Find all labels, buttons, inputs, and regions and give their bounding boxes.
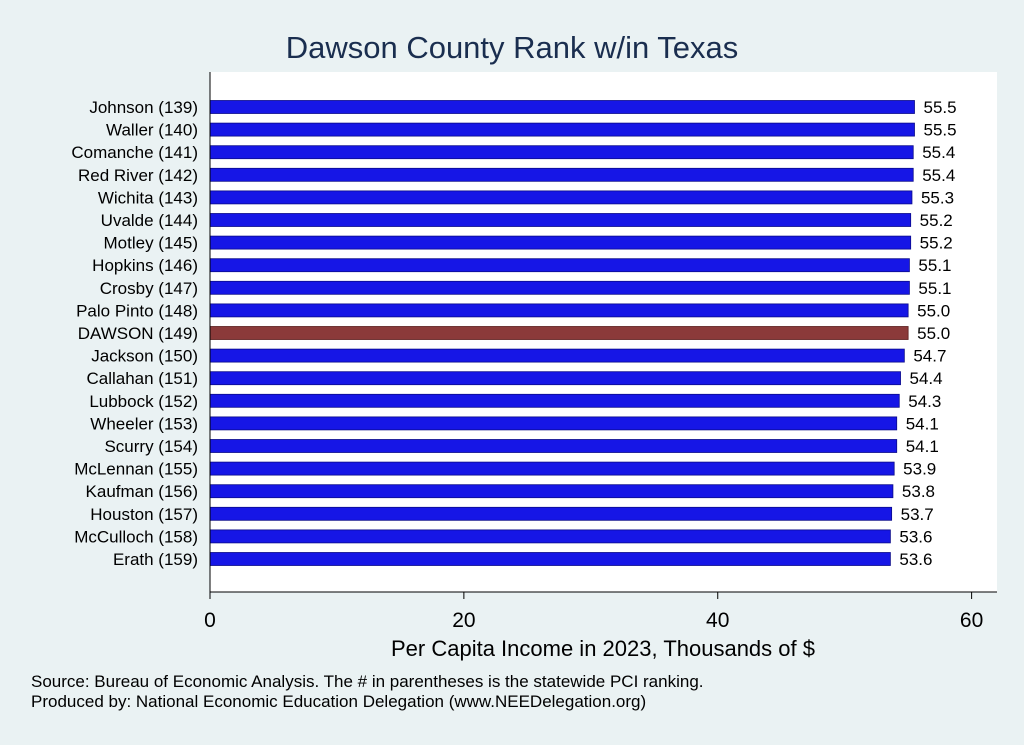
category-label-1: Waller (140): [106, 121, 198, 140]
bar-5: [209, 213, 912, 227]
bar-chart: Dawson County Rank w/in Texas Johnson (1…: [71, 30, 997, 661]
category-label-18: Houston (157): [90, 505, 198, 524]
value-label-13: 54.3: [908, 392, 941, 411]
bar-8: [209, 280, 910, 295]
value-label-19: 53.6: [899, 527, 932, 546]
category-label-17: Kaufman (156): [86, 482, 198, 501]
category-label-19: McCulloch (158): [74, 527, 198, 546]
value-label-0: 55.5: [923, 98, 956, 117]
bar-7: [209, 258, 910, 273]
value-label-3: 55.4: [922, 166, 955, 185]
bar-3: [209, 167, 914, 182]
category-label-0: Johnson (139): [89, 98, 198, 117]
x-tick-label-2: 40: [706, 609, 729, 632]
bar-4: [209, 190, 913, 205]
bar-14: [209, 416, 898, 431]
category-label-11: Jackson (150): [91, 347, 198, 366]
value-label-9: 55.0: [917, 301, 950, 320]
value-label-16: 53.9: [903, 460, 936, 479]
x-axis-label: Per Capita Income in 2023, Thousands of …: [391, 636, 815, 661]
category-label-7: Hopkins (146): [92, 256, 198, 275]
bar-13: [209, 393, 900, 408]
value-label-2: 55.4: [922, 143, 955, 162]
value-label-18: 53.7: [901, 505, 934, 524]
bar-1: [209, 122, 915, 137]
bar-2: [209, 145, 914, 160]
x-tick-label-0: 0: [204, 609, 216, 632]
bar-0: [209, 100, 915, 114]
value-label-14: 54.1: [906, 414, 939, 433]
bar-16: [209, 461, 895, 476]
bar-10: [209, 326, 909, 340]
bar-15: [209, 439, 898, 453]
chart-notes: Source: Bureau of Economic Analysis. The…: [31, 672, 704, 712]
category-label-15: Scurry (154): [104, 437, 198, 456]
value-label-20: 53.6: [899, 550, 932, 569]
category-label-9: Palo Pinto (148): [76, 301, 198, 320]
category-label-3: Red River (142): [78, 166, 198, 185]
source-note: Source: Bureau of Economic Analysis. The…: [31, 672, 704, 691]
bar-20: [209, 552, 891, 566]
category-label-12: Callahan (151): [86, 369, 198, 388]
chart-title: Dawson County Rank w/in Texas: [286, 30, 739, 65]
bar-9: [209, 303, 909, 318]
value-label-15: 54.1: [906, 437, 939, 456]
value-label-7: 55.1: [918, 256, 951, 275]
category-label-6: Motley (145): [104, 234, 198, 253]
value-label-4: 55.3: [921, 188, 954, 207]
category-label-16: McLennan (155): [74, 460, 198, 479]
value-label-6: 55.2: [920, 234, 953, 253]
category-label-5: Uvalde (144): [101, 211, 198, 230]
x-tick-label-1: 20: [452, 609, 475, 632]
value-label-1: 55.5: [923, 121, 956, 140]
bar-12: [209, 371, 901, 386]
value-label-11: 54.7: [913, 347, 946, 366]
category-label-14: Wheeler (153): [90, 414, 198, 433]
x-tick-label-3: 60: [960, 609, 983, 632]
category-label-13: Lubbock (152): [89, 392, 198, 411]
value-label-5: 55.2: [920, 211, 953, 230]
bar-17: [209, 484, 894, 499]
value-label-12: 54.4: [910, 369, 943, 388]
bar-18: [209, 506, 893, 521]
bar-6: [209, 235, 912, 250]
category-label-4: Wichita (143): [98, 188, 198, 207]
category-label-8: Crosby (147): [100, 279, 198, 298]
value-label-17: 53.8: [902, 482, 935, 501]
produced-by-note: Produced by: National Economic Education…: [31, 692, 647, 711]
category-label-10: DAWSON (149): [78, 324, 198, 343]
bar-19: [209, 529, 891, 544]
category-label-2: Comanche (141): [71, 143, 198, 162]
bar-11: [209, 348, 905, 363]
category-label-20: Erath (159): [113, 550, 198, 569]
value-label-8: 55.1: [918, 279, 951, 298]
value-label-10: 55.0: [917, 324, 950, 343]
